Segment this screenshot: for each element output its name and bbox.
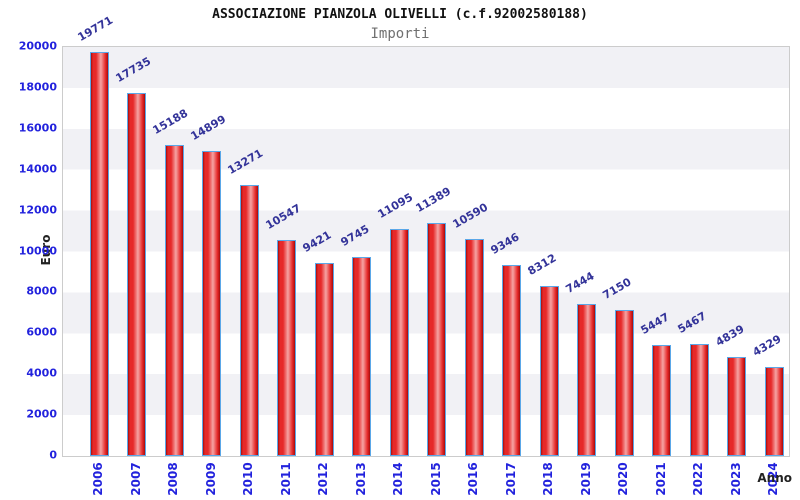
x-tick-label: 2008 <box>166 462 180 496</box>
bar-2024 <box>764 367 784 456</box>
bar-2020 <box>614 309 634 456</box>
x-tick-label: 2011 <box>278 462 293 496</box>
bar-value-label: 17735 <box>113 54 153 86</box>
x-tick-label: 2012 <box>316 462 330 496</box>
x-tick-label: 2021 <box>653 462 668 496</box>
bar-value-label: 14899 <box>188 112 228 144</box>
y-tick-label: 20000 <box>18 39 57 53</box>
y-tick-label: 0 <box>49 448 57 462</box>
x-tick-label: 2017 <box>503 462 518 496</box>
bar-value-label: 4329 <box>750 332 784 360</box>
chart-title: ASSOCIAZIONE PIANZOLA OLIVELLI (c.f.9200… <box>212 7 588 22</box>
bar-value-label: 7444 <box>563 269 597 296</box>
bar-2012 <box>314 263 334 456</box>
x-tick-label: 2009 <box>203 462 218 496</box>
x-tick-label: 2019 <box>578 462 593 496</box>
y-tick-label: 16000 <box>18 121 57 135</box>
y-tick-label: 8000 <box>26 284 57 298</box>
bar-value-label: 5467 <box>675 309 709 337</box>
x-tick-label: 2013 <box>353 462 368 496</box>
bar-2016 <box>464 239 484 456</box>
x-tick-label: 2015 <box>428 462 443 496</box>
bar-2019 <box>577 303 596 456</box>
bar-2010 <box>239 184 259 456</box>
x-tick-label: 2016 <box>466 462 480 496</box>
bar-2022 <box>689 344 709 456</box>
bar-value-label: 5447 <box>638 310 672 337</box>
bar-value-label: 15188 <box>150 107 191 138</box>
bar-2013 <box>352 256 371 456</box>
bar-value-label: 9346 <box>488 230 522 257</box>
bar-value-label: 8312 <box>525 251 559 279</box>
y-tick-label: 18000 <box>18 80 57 94</box>
bar-value-label: 4839 <box>713 322 747 350</box>
x-axis-title: Anno <box>757 471 792 485</box>
y-tick-label: 6000 <box>26 325 57 339</box>
bar-value-label: 9421 <box>300 228 334 256</box>
y-tick-label: 12000 <box>18 203 57 217</box>
y-tick-label: 14000 <box>18 162 57 176</box>
bar-2021 <box>652 344 671 456</box>
bar-2006 <box>89 51 109 456</box>
bar-2008 <box>164 145 184 456</box>
plot-area: 19771 17735 15188 14899 13271 10547 9421 9745 11… <box>62 13 790 457</box>
bar-value-label: 11095 <box>375 190 416 222</box>
x-tick-label: 2018 <box>541 462 555 496</box>
bar-2017 <box>502 264 521 456</box>
bar-value-label: 9745 <box>338 222 372 249</box>
chart-subtitle: Importi <box>370 26 430 42</box>
bar-value-label: 10590 <box>450 201 491 232</box>
bar-2015 <box>427 223 446 456</box>
y-tick-label: 4000 <box>26 366 57 380</box>
x-tick-label: 2014 <box>391 462 405 496</box>
bar-2011 <box>277 240 296 456</box>
bar-2009 <box>202 151 221 456</box>
bar-value-label: 13271 <box>225 146 266 177</box>
x-tick-label: 2022 <box>691 462 705 496</box>
bar-2007 <box>127 93 146 456</box>
x-tick-label: 2020 <box>616 462 630 496</box>
bar-value-label: 7150 <box>600 275 634 302</box>
x-tick-label: 2007 <box>128 462 143 496</box>
bar-2023 <box>727 357 746 456</box>
bar-2014 <box>389 229 409 456</box>
bar-2018 <box>539 286 559 456</box>
bar-value-label: 11389 <box>413 184 453 216</box>
x-tick-label: 2006 <box>91 462 105 496</box>
x-tick-label: 2023 <box>728 462 743 496</box>
bar-value-label: 10547 <box>263 201 303 233</box>
y-tick-label: 2000 <box>26 407 57 421</box>
y-tick-label: 10000 <box>18 244 57 257</box>
x-tick-label: 2010 <box>241 462 255 496</box>
